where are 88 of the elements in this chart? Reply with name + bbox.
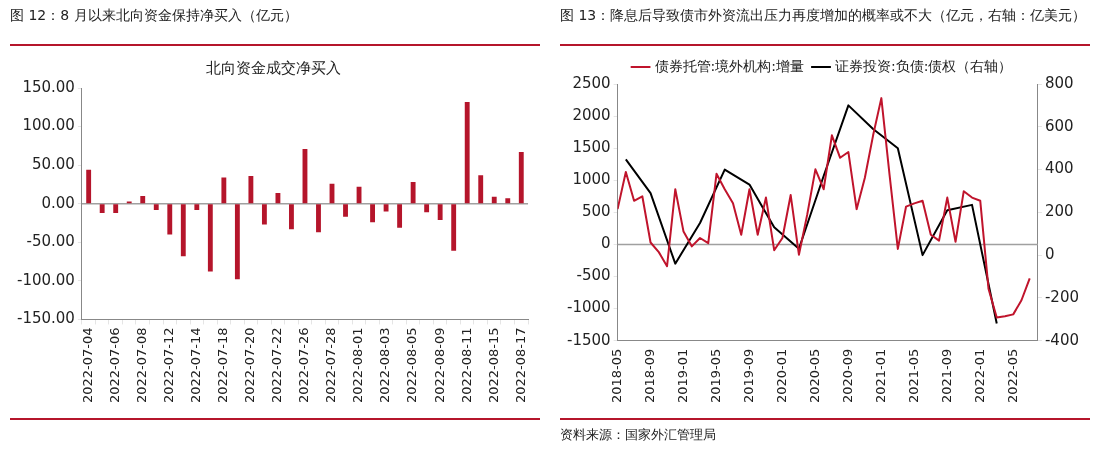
x-tick-label: 2022-07-28 — [323, 327, 339, 404]
chart-title: 图 12：8 月以来北向资金保持净买入（亿元） — [10, 6, 299, 25]
x-tick-label: 2022-08-17 — [512, 327, 528, 404]
text: 资料来源：国家外汇管理局 — [560, 426, 717, 444]
x-tick-label: 2022-08-01 — [350, 327, 366, 404]
y-tick-label: -1500 — [566, 330, 611, 349]
y-tick-label: 0 — [601, 234, 611, 253]
y-tick-label: 50.00 — [31, 155, 75, 174]
y2-tick-label: -200 — [1044, 287, 1079, 306]
y-tick-label: 500 — [581, 202, 611, 221]
y-tick-label: -100.00 — [16, 270, 75, 289]
bar — [383, 204, 389, 212]
x-tick-label: 2020-09 — [839, 348, 855, 404]
chart-subtitle: 北向资金成交净买入 — [205, 58, 341, 77]
x-tick-label: 2022-05 — [1004, 348, 1020, 404]
bar — [261, 204, 267, 225]
x-tick-label: 2022-07-20 — [242, 327, 258, 404]
x-tick-label: 2020-01 — [773, 348, 789, 404]
bar — [234, 204, 240, 280]
x-tick-label: 2022-07-26 — [296, 327, 312, 404]
bar — [343, 204, 348, 217]
x-tick-label: 2019-01 — [674, 348, 690, 404]
x-tick-label: 2022-08-05 — [404, 327, 420, 404]
bar — [437, 204, 443, 220]
y-tick-label: 1000 — [572, 170, 611, 189]
y-tick-label: 1500 — [572, 138, 611, 157]
x-tick-label: 2020-05 — [806, 348, 822, 404]
bar — [451, 204, 457, 251]
x-tick-label: 2018-09 — [641, 348, 657, 404]
bar — [194, 204, 200, 210]
y2-tick-label: -400 — [1044, 330, 1079, 349]
x-tick-label: 2022-07-04 — [80, 327, 96, 404]
x-tick-label: 2018-05 — [608, 348, 624, 404]
x-tick-label: 2022-08-03 — [377, 327, 393, 404]
x-tick-label: 2022-07-06 — [107, 327, 123, 404]
legend-label: 债券托管:境外机构:增量 — [654, 57, 804, 74]
bar — [221, 177, 227, 204]
x-tick-label: 2021-05 — [905, 348, 921, 404]
y-tick-label: 150.00 — [22, 77, 75, 96]
bar — [397, 204, 403, 228]
x-tick-label: 2021-09 — [938, 348, 954, 404]
bar — [99, 204, 105, 213]
bar — [289, 204, 294, 230]
bar — [180, 204, 186, 257]
x-tick-label: 2022-07-22 — [269, 327, 285, 404]
y2-tick-label: 800 — [1044, 73, 1074, 92]
chart-title: 图 13：降息后导致债市外资流出压力再度增加的概率或不大（亿元，右轴：亿美元） — [560, 6, 1088, 25]
bar — [410, 182, 416, 204]
x-tick-label: 2022-08-15 — [485, 327, 501, 404]
bar — [140, 196, 146, 204]
bar — [248, 175, 254, 204]
bar — [275, 192, 281, 204]
bar — [478, 175, 484, 204]
y2-tick-label: 0 — [1044, 245, 1055, 264]
x-tick-label: 2022-08-09 — [431, 327, 447, 404]
x-tick-label: 2022-07-14 — [188, 327, 204, 404]
bar — [153, 204, 159, 210]
bar — [424, 204, 430, 213]
x-tick-label: 2019-09 — [740, 348, 756, 404]
x-tick-label: 2019-05 — [707, 348, 723, 404]
x-tick-label: 2022-07-12 — [161, 327, 177, 404]
y2-tick-label: 600 — [1044, 116, 1074, 135]
y2-tick-label: 400 — [1044, 159, 1074, 178]
bar — [505, 198, 511, 204]
y-tick-label: 2000 — [572, 105, 611, 124]
bar — [491, 196, 497, 204]
y2-tick-label: 200 — [1044, 202, 1074, 221]
y-tick-label: -1000 — [566, 298, 611, 317]
legend-label: 证券投资:负债:债权（右轴） — [835, 57, 1013, 74]
y-tick-label: 2500 — [572, 73, 611, 92]
x-tick-label: 2021-01 — [872, 348, 888, 404]
y-tick-label: -50.00 — [26, 232, 75, 251]
x-tick-label: 2022-08-11 — [458, 327, 474, 404]
x-tick-label: 2022-07-08 — [134, 327, 150, 404]
bar — [113, 204, 119, 213]
bar — [167, 204, 173, 235]
x-tick-label: 2022-07-18 — [215, 327, 231, 404]
y-tick-label: -150.00 — [16, 309, 75, 328]
bar — [370, 204, 375, 223]
bar — [316, 204, 321, 233]
bar — [207, 204, 213, 272]
bar — [464, 101, 470, 204]
y-tick-label: 100.00 — [22, 116, 75, 135]
bar — [86, 169, 92, 204]
y-tick-label: -500 — [576, 266, 611, 285]
bar — [518, 152, 524, 204]
x-tick-label: 2022-01 — [971, 348, 987, 404]
y-tick-label: 0.00 — [41, 193, 75, 212]
